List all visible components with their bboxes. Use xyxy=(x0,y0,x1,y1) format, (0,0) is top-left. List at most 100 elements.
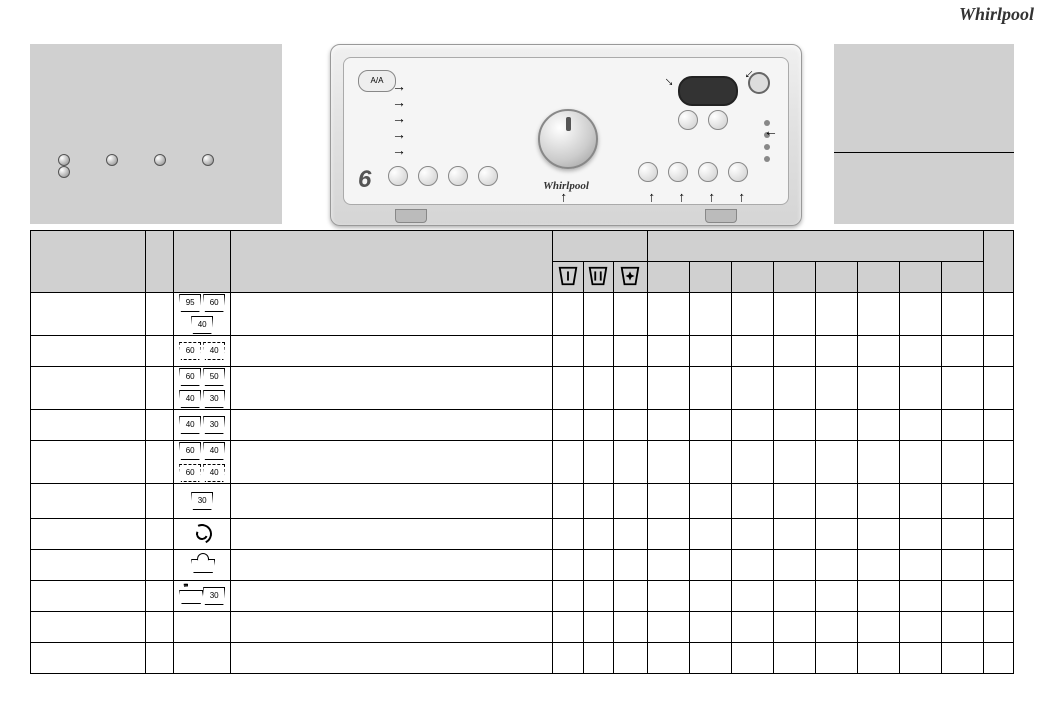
table-cell xyxy=(146,643,174,674)
table-cell: 60504030 xyxy=(174,367,231,410)
mainwash-icon xyxy=(587,265,609,287)
table-cell xyxy=(773,519,815,550)
table-cell xyxy=(174,519,231,550)
table-cell xyxy=(689,293,731,336)
option-button-icon xyxy=(728,162,748,182)
table-cell xyxy=(583,293,613,336)
table-cell xyxy=(553,550,583,581)
table-cell xyxy=(231,441,553,484)
sixth-sense-badge: 6 xyxy=(358,166,371,194)
col-opt xyxy=(899,262,941,293)
col-opt xyxy=(647,262,689,293)
table-cell xyxy=(553,336,583,367)
arrow-icon: → xyxy=(701,191,717,205)
table-cell xyxy=(941,484,983,519)
table-cell xyxy=(857,484,899,519)
table-cell xyxy=(231,550,553,581)
table-cell xyxy=(731,612,773,643)
table-cell xyxy=(941,410,983,441)
table-cell xyxy=(31,519,146,550)
table-row: 4030 xyxy=(31,410,1014,441)
table-cell xyxy=(773,410,815,441)
table-cell xyxy=(899,293,941,336)
table-row: 30 xyxy=(31,484,1014,519)
brand-logo: Whirlpool xyxy=(959,4,1034,25)
arrow-icon: → xyxy=(641,191,657,205)
table-cell xyxy=(231,643,553,674)
table-cell xyxy=(815,550,857,581)
compartment-dot-icon xyxy=(106,154,118,166)
table-cell xyxy=(583,550,613,581)
option-button-icon xyxy=(708,110,728,130)
table-cell xyxy=(731,484,773,519)
col-options-group xyxy=(647,231,983,262)
table-cell: 956040 xyxy=(174,293,231,336)
table-cell xyxy=(647,612,689,643)
care-symbol-icon: 50 xyxy=(203,368,225,386)
table-cell xyxy=(231,519,553,550)
table-cell xyxy=(31,410,146,441)
table-cell xyxy=(583,612,613,643)
table-row: 956040 xyxy=(31,293,1014,336)
program-table: 95604060406050403040306040604030❜❜❜30 xyxy=(30,230,1014,674)
table-cell xyxy=(941,519,983,550)
table-cell xyxy=(613,484,647,519)
table-cell xyxy=(231,612,553,643)
table-cell xyxy=(773,367,815,410)
col-opt xyxy=(773,262,815,293)
table-cell xyxy=(31,550,146,581)
table-cell xyxy=(583,643,613,674)
table-cell xyxy=(146,519,174,550)
table-cell xyxy=(647,581,689,612)
arrow-icon: → xyxy=(392,126,406,142)
col-mainwash-icon xyxy=(583,262,613,293)
table-cell xyxy=(31,293,146,336)
table-cell xyxy=(857,441,899,484)
info-panel xyxy=(834,44,1014,224)
table-cell xyxy=(983,410,1013,441)
table-cell xyxy=(553,612,583,643)
hinge-icon xyxy=(705,209,737,223)
col-opt xyxy=(689,262,731,293)
care-symbol-icon: 95 xyxy=(179,294,201,312)
table-cell xyxy=(231,484,553,519)
table-cell xyxy=(613,293,647,336)
table-cell xyxy=(31,441,146,484)
col-temp xyxy=(146,231,174,293)
care-symbol-icon: 40 xyxy=(179,416,201,434)
table-cell xyxy=(899,519,941,550)
table-cell xyxy=(553,519,583,550)
table-cell xyxy=(815,410,857,441)
table-row: ❜❜❜30 xyxy=(31,581,1014,612)
table-cell xyxy=(689,441,731,484)
arrow-icon: → xyxy=(392,94,406,110)
table-cell xyxy=(941,336,983,367)
table-cell xyxy=(613,643,647,674)
table-cell xyxy=(815,581,857,612)
col-program xyxy=(31,231,146,293)
table-cell xyxy=(941,550,983,581)
table-cell xyxy=(553,581,583,612)
col-opt xyxy=(857,262,899,293)
table-cell xyxy=(647,519,689,550)
compartment-dot-icon xyxy=(202,154,214,166)
table-cell xyxy=(815,441,857,484)
care-symbol-icon: 60 xyxy=(179,442,201,460)
table-cell xyxy=(899,643,941,674)
table-cell xyxy=(731,410,773,441)
table-cell xyxy=(613,410,647,441)
table-cell xyxy=(899,441,941,484)
program-dial-icon xyxy=(538,109,598,169)
table-cell xyxy=(31,581,146,612)
table-cell xyxy=(899,550,941,581)
table-row xyxy=(31,612,1014,643)
table-cell xyxy=(689,336,731,367)
table-cell xyxy=(731,441,773,484)
softener-icon xyxy=(619,265,641,287)
col-last xyxy=(983,231,1013,293)
table-cell xyxy=(857,519,899,550)
table-cell xyxy=(773,293,815,336)
table-cell xyxy=(647,293,689,336)
table-cell xyxy=(553,441,583,484)
table-cell xyxy=(613,519,647,550)
